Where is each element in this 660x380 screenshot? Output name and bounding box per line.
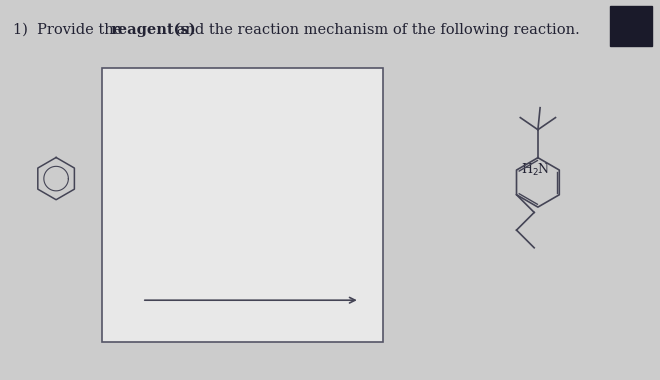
Bar xyxy=(610,6,652,46)
Text: H$_2$N: H$_2$N xyxy=(521,162,550,178)
Text: 1)  Provide the: 1) Provide the xyxy=(13,23,127,37)
Text: reagent(s): reagent(s) xyxy=(111,23,197,37)
Bar xyxy=(102,68,383,342)
Text: and the reaction mechanism of the following reaction.: and the reaction mechanism of the follow… xyxy=(172,23,580,37)
